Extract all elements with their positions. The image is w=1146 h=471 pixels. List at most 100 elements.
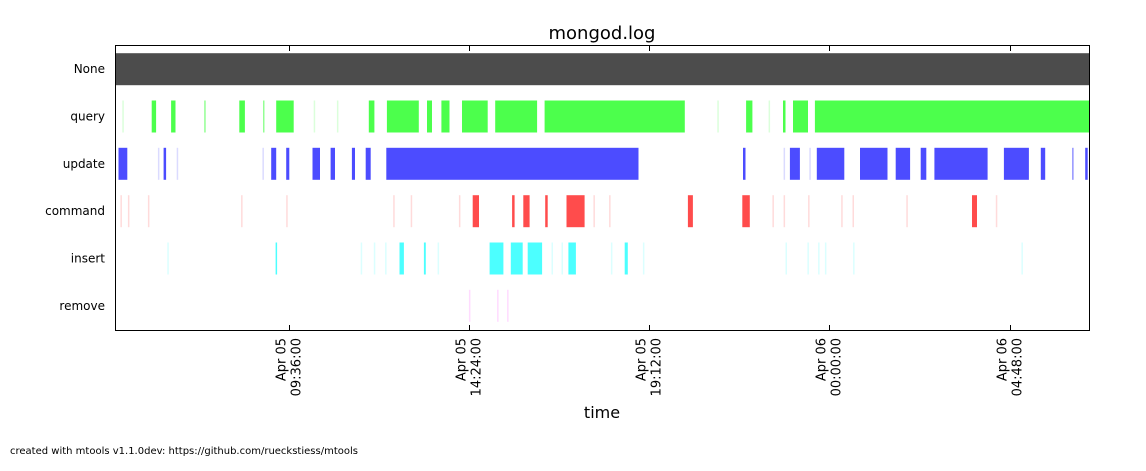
update-interval-bar <box>271 147 277 180</box>
query-interval-bar <box>204 100 206 133</box>
query-interval-bar <box>336 100 339 133</box>
command-interval-bar <box>286 195 288 228</box>
query-interval-bar <box>368 100 375 133</box>
insert-interval-bar <box>568 242 576 275</box>
remove-interval-bar <box>507 289 509 322</box>
y-tick-label-remove: remove <box>59 299 105 313</box>
update-interval-bar <box>809 147 811 180</box>
query-interval-bar <box>793 100 808 133</box>
update-interval-bar <box>157 147 160 180</box>
command-interval-bar <box>972 195 977 228</box>
update-interval-bar <box>262 147 264 180</box>
insert-interval-bar <box>385 242 387 275</box>
insert-interval-bar <box>360 242 363 275</box>
update-interval-bar <box>176 147 179 180</box>
update-interval-bar <box>816 147 845 180</box>
query-interval-bar <box>386 100 419 133</box>
x-tick-label: Apr 0509:36:00 <box>275 338 305 396</box>
update-interval-bar <box>934 147 988 180</box>
command-interval-bar <box>147 195 150 228</box>
update-interval-bar <box>1040 147 1046 180</box>
update-interval-bar <box>1085 147 1088 180</box>
update-interval-bar <box>365 147 371 180</box>
update-interval-bar <box>783 147 786 180</box>
command-interval-bar <box>808 195 810 228</box>
command-interval-bar <box>472 195 479 228</box>
query-interval-bar <box>276 100 294 133</box>
command-interval-bar <box>241 195 243 228</box>
command-interval-bar <box>852 195 854 228</box>
query-interval-bar <box>783 100 786 133</box>
query-interval-bar <box>441 100 450 133</box>
bars-layer <box>116 53 1089 322</box>
remove-interval-bar <box>497 289 499 322</box>
command-interval-bar <box>458 195 461 228</box>
x-tick-label: Apr 0604:48:00 <box>996 338 1026 396</box>
chart-title: mongod.log <box>549 23 656 44</box>
update-interval-bar <box>920 147 927 180</box>
plot-frame <box>115 45 1090 331</box>
command-interval-bar <box>545 195 548 228</box>
update-interval-bar <box>1003 147 1029 180</box>
command-interval-bar <box>609 195 611 228</box>
command-interval-bar <box>566 195 585 228</box>
x-axis-label: time <box>584 403 620 422</box>
update-interval-bar <box>860 147 888 180</box>
insert-interval-bar <box>807 242 809 275</box>
x-tick-label: Apr 0514:24:00 <box>455 338 485 396</box>
y-tick-label-insert: insert <box>71 252 106 266</box>
command-interval-bar <box>120 195 122 228</box>
update-interval-bar <box>286 147 290 180</box>
query-interval-bar <box>151 100 157 133</box>
query-interval-bar <box>814 100 1089 133</box>
y-tick-labels: None query update command insert remove <box>45 62 105 313</box>
insert-interval-bar <box>551 242 553 275</box>
remove-interval-bar <box>468 289 471 322</box>
query-interval-bar <box>768 100 771 133</box>
y-tick-label-command: command <box>45 204 105 218</box>
insert-interval-bar <box>824 242 827 275</box>
y-tick-label-query: query <box>70 110 105 124</box>
query-interval-bar <box>717 100 719 133</box>
update-interval-bar <box>895 147 911 180</box>
insert-interval-bar <box>489 242 504 275</box>
update-interval-bar <box>386 147 639 180</box>
command-interval-bar <box>772 195 774 228</box>
query-interval-bar <box>313 100 316 133</box>
query-interval-bar <box>495 100 538 133</box>
insert-interval-bar <box>642 242 645 275</box>
insert-interval-bar <box>275 242 278 275</box>
command-interval-bar <box>393 195 395 228</box>
command-interval-bar <box>523 195 530 228</box>
insert-interval-bar <box>527 242 543 275</box>
command-interval-bar <box>995 195 998 228</box>
x-ticks: Apr 0509:36:00 Apr 0514:24:00 Apr 0519:12:… <box>275 46 1026 396</box>
query-interval-bar <box>746 100 753 133</box>
command-interval-bar <box>742 195 750 228</box>
insert-interval-bar <box>561 242 563 275</box>
update-interval-bar <box>330 147 335 180</box>
query-interval-bar <box>462 100 488 133</box>
query-interval-bar <box>239 100 245 133</box>
command-interval-bar <box>127 195 130 228</box>
footer-credit: created with mtools v1.1.0dev: https://g… <box>10 446 358 457</box>
insert-interval-bar <box>423 242 426 275</box>
query-interval-bar <box>263 100 265 133</box>
command-interval-bar <box>841 195 843 228</box>
update-interval-bar <box>789 147 800 180</box>
y-tick-label-update: update <box>63 157 105 171</box>
query-interval-bar <box>171 100 176 133</box>
query-interval-bar <box>544 100 685 133</box>
insert-interval-bar <box>610 242 613 275</box>
insert-interval-bar <box>167 242 169 275</box>
insert-interval-bar <box>785 242 787 275</box>
x-tick-label: Apr 0600:00:00 <box>815 338 845 396</box>
query-interval-bar <box>427 100 432 133</box>
update-interval-bar <box>1072 147 1074 180</box>
y-tick-label-none: None <box>74 62 105 76</box>
update-interval-bar <box>118 147 128 180</box>
x-tick-label: Apr 0519:12:00 <box>635 338 665 396</box>
insert-interval-bar <box>818 242 820 275</box>
insert-interval-bar <box>373 242 376 275</box>
